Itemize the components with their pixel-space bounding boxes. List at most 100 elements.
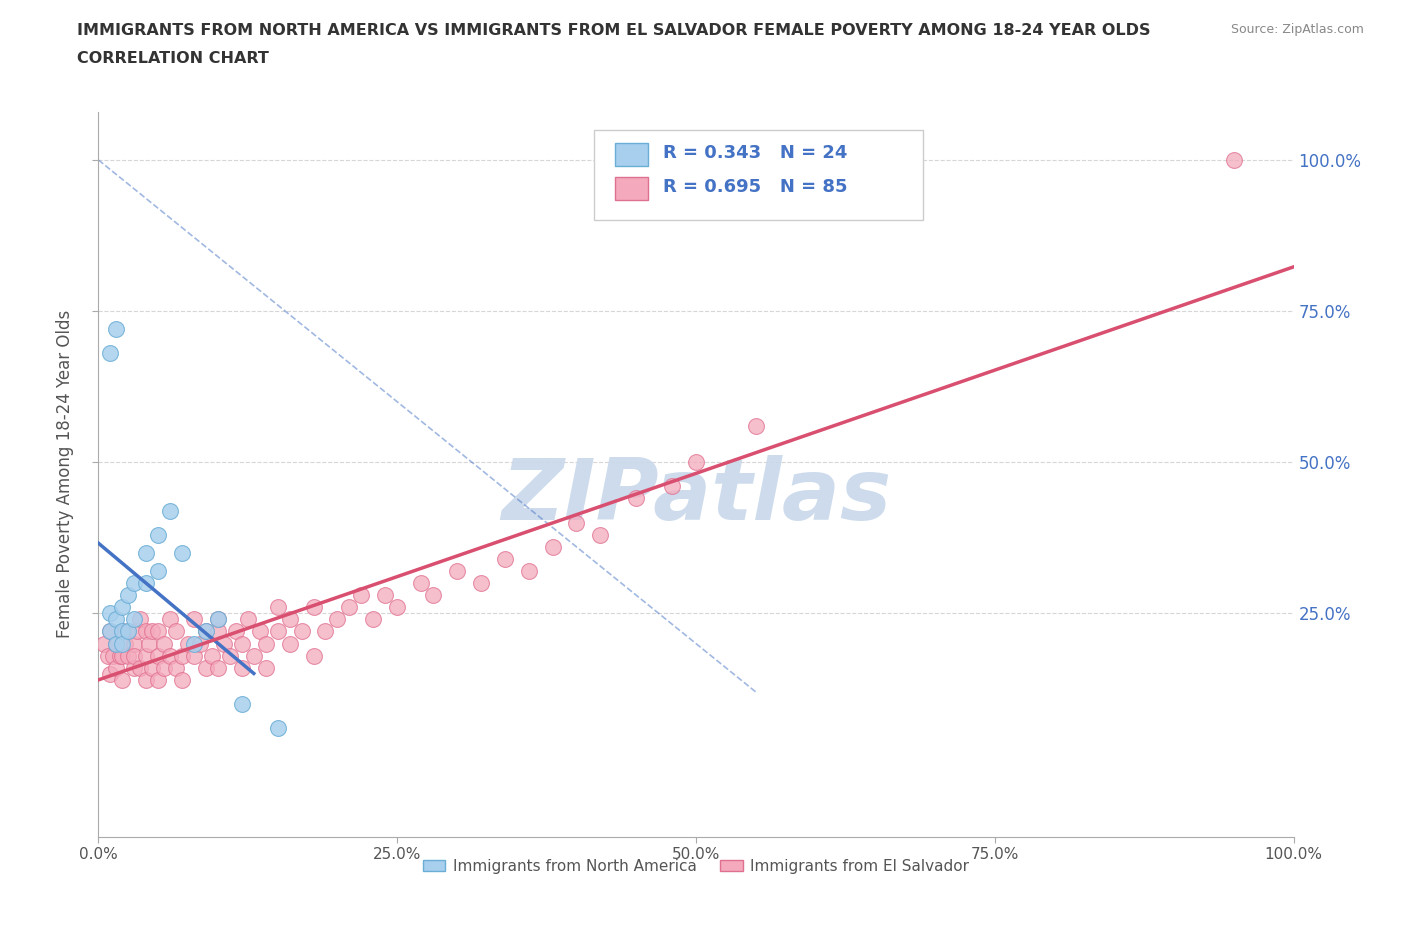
Point bbox=[565, 515, 588, 530]
Point bbox=[172, 545, 194, 560]
Point bbox=[124, 612, 146, 627]
Point bbox=[159, 503, 181, 518]
Point bbox=[422, 588, 444, 603]
Point bbox=[153, 660, 176, 675]
Point bbox=[243, 648, 266, 663]
Point bbox=[135, 672, 157, 687]
Point bbox=[267, 600, 290, 615]
Point bbox=[135, 624, 157, 639]
Point bbox=[98, 624, 122, 639]
Point bbox=[350, 588, 373, 603]
Point bbox=[661, 479, 683, 494]
Point bbox=[117, 588, 139, 603]
Point bbox=[117, 624, 139, 639]
Point bbox=[117, 624, 139, 639]
Point bbox=[183, 648, 205, 663]
Point bbox=[363, 612, 385, 627]
Point bbox=[111, 672, 134, 687]
Point bbox=[129, 660, 152, 675]
Text: R = 0.343   N = 24: R = 0.343 N = 24 bbox=[662, 144, 846, 162]
Point bbox=[183, 636, 205, 651]
Point bbox=[207, 624, 229, 639]
Point bbox=[374, 588, 396, 603]
Point bbox=[124, 648, 146, 663]
Point bbox=[105, 322, 128, 337]
Point bbox=[339, 600, 361, 615]
Point bbox=[745, 418, 768, 433]
Point bbox=[129, 612, 152, 627]
Point bbox=[201, 648, 224, 663]
Legend: Immigrants from North America, Immigrants from El Salvador: Immigrants from North America, Immigrant… bbox=[416, 853, 976, 880]
Point bbox=[148, 527, 170, 542]
Point bbox=[231, 660, 253, 675]
FancyBboxPatch shape bbox=[595, 130, 922, 220]
Point bbox=[108, 648, 131, 663]
Point bbox=[98, 346, 122, 361]
Text: Source: ZipAtlas.com: Source: ZipAtlas.com bbox=[1230, 23, 1364, 36]
Point bbox=[105, 660, 128, 675]
Point bbox=[411, 576, 433, 591]
Point bbox=[517, 564, 540, 578]
Point bbox=[195, 624, 218, 639]
Point bbox=[470, 576, 492, 591]
Point bbox=[105, 636, 128, 651]
Point bbox=[231, 697, 253, 711]
Point bbox=[105, 636, 128, 651]
Point bbox=[111, 624, 134, 639]
Point bbox=[138, 636, 160, 651]
Point bbox=[278, 636, 301, 651]
Point bbox=[207, 612, 229, 627]
Point bbox=[124, 636, 146, 651]
Point bbox=[291, 624, 314, 639]
Text: ZIPatlas: ZIPatlas bbox=[501, 455, 891, 538]
Point bbox=[172, 672, 194, 687]
Point bbox=[101, 648, 124, 663]
Point bbox=[114, 636, 136, 651]
Point bbox=[98, 667, 122, 682]
Point bbox=[172, 648, 194, 663]
Bar bbox=[614, 143, 648, 166]
Point bbox=[267, 721, 290, 736]
Point bbox=[236, 612, 259, 627]
Point bbox=[165, 660, 187, 675]
Point bbox=[141, 624, 163, 639]
Point bbox=[177, 636, 200, 651]
Text: IMMIGRANTS FROM NORTH AMERICA VS IMMIGRANTS FROM EL SALVADOR FEMALE POVERTY AMON: IMMIGRANTS FROM NORTH AMERICA VS IMMIGRA… bbox=[77, 23, 1152, 38]
Point bbox=[117, 648, 139, 663]
Point bbox=[148, 672, 170, 687]
Text: R = 0.695   N = 85: R = 0.695 N = 85 bbox=[662, 178, 846, 196]
Point bbox=[278, 612, 301, 627]
Point bbox=[225, 624, 247, 639]
Point bbox=[159, 612, 181, 627]
Point bbox=[626, 491, 648, 506]
Point bbox=[541, 539, 564, 554]
Point bbox=[124, 660, 146, 675]
Point bbox=[231, 636, 253, 651]
Point bbox=[589, 527, 612, 542]
Point bbox=[188, 636, 211, 651]
Point bbox=[148, 648, 170, 663]
Point bbox=[195, 624, 218, 639]
Point bbox=[249, 624, 271, 639]
Point bbox=[153, 636, 176, 651]
Point bbox=[97, 648, 120, 663]
Point bbox=[93, 636, 115, 651]
Point bbox=[1223, 153, 1246, 167]
Point bbox=[111, 600, 134, 615]
Point bbox=[111, 648, 134, 663]
Point bbox=[302, 648, 325, 663]
Point bbox=[111, 636, 134, 651]
Point bbox=[446, 564, 468, 578]
Point bbox=[183, 612, 205, 627]
Point bbox=[302, 600, 325, 615]
Point bbox=[207, 612, 229, 627]
Point bbox=[494, 551, 516, 566]
Point bbox=[685, 455, 707, 470]
Point bbox=[254, 636, 277, 651]
Point bbox=[159, 648, 181, 663]
Point bbox=[326, 612, 349, 627]
Point bbox=[98, 606, 122, 621]
Point bbox=[135, 576, 157, 591]
Point bbox=[125, 624, 148, 639]
Point bbox=[207, 660, 229, 675]
